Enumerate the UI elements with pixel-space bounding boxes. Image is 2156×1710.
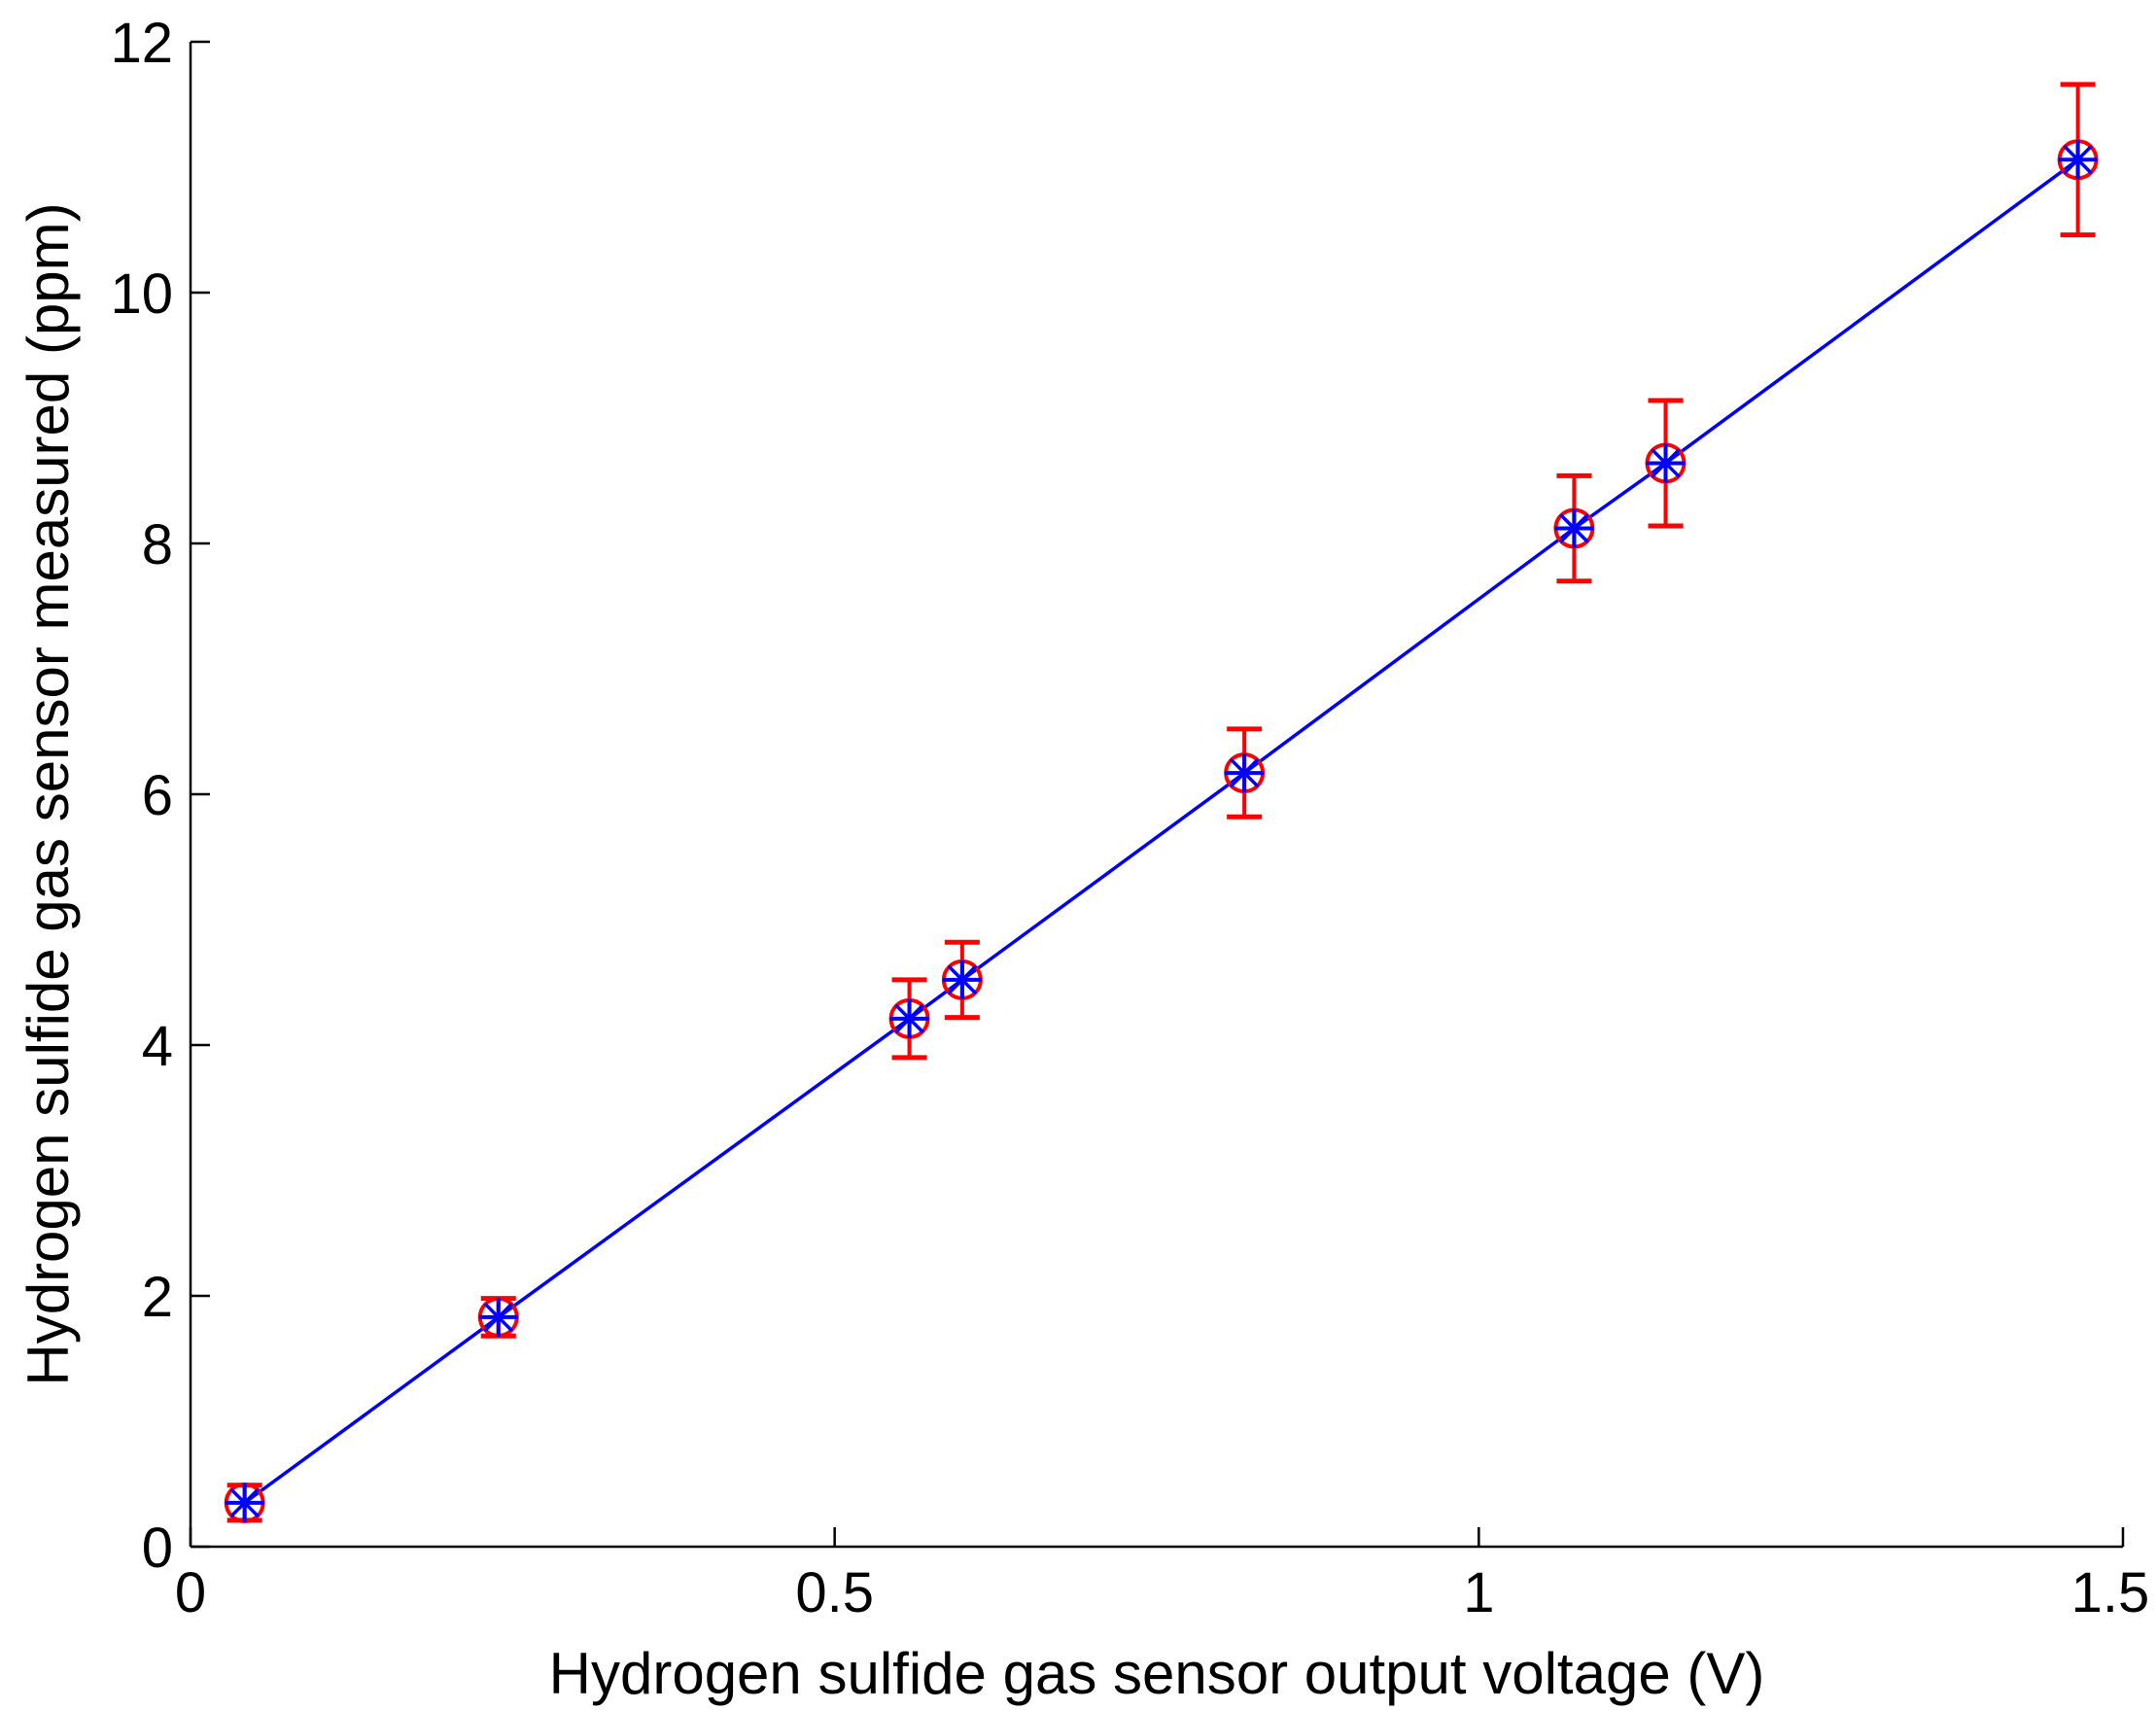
data-point-marker — [941, 959, 983, 1000]
marker-asterisk-d2 — [2063, 145, 2093, 175]
marker-asterisk-d2 — [947, 964, 978, 995]
marker-asterisk-d2 — [483, 1302, 513, 1333]
y-tick-label: 10 — [110, 262, 173, 326]
y-axis-label: Hydrogen sulfide gas sensor measured (pp… — [16, 202, 81, 1385]
marker-asterisk-d2 — [229, 1487, 260, 1518]
y-tick-label: 2 — [142, 1266, 173, 1329]
axes-layer — [189, 40, 2125, 1549]
y-tick-label: 12 — [110, 12, 173, 75]
y-tick-label: 8 — [142, 513, 173, 576]
data-point-marker — [1224, 752, 1266, 794]
data-point-marker — [224, 1482, 265, 1523]
y-tick-label: 4 — [142, 1015, 173, 1078]
marker-asterisk-d2 — [1559, 513, 1589, 543]
x-tick-label: 1 — [1463, 1561, 1494, 1624]
fit-line — [243, 157, 2079, 1505]
data-point-marker — [1553, 507, 1595, 549]
x-tick-label: 1.5 — [2071, 1561, 2150, 1624]
marker-asterisk-d2 — [1229, 757, 1260, 788]
marker-asterisk-d2 — [894, 1003, 924, 1034]
data-point-marker — [1645, 442, 1687, 484]
marker-asterisk-d2 — [1651, 448, 1681, 478]
x-tick-label: 0 — [175, 1561, 206, 1624]
data-point-marker — [888, 997, 930, 1039]
tick-labels-layer: 0 0.5 1 1.5 0 2 4 6 8 10 12 — [110, 12, 2149, 1624]
data-point-marker — [2057, 139, 2099, 181]
errorbars-layer — [226, 82, 2096, 1523]
x-axis-label: Hydrogen sulfide gas sensor output volta… — [549, 1641, 1765, 1706]
x-tick-label: 0.5 — [795, 1561, 874, 1624]
fit-line-layer — [243, 157, 2079, 1505]
y-tick-label: 0 — [142, 1517, 173, 1580]
data-point-marker — [477, 1296, 519, 1338]
markers-layer — [224, 139, 2099, 1523]
y-tick-label: 6 — [142, 764, 173, 827]
